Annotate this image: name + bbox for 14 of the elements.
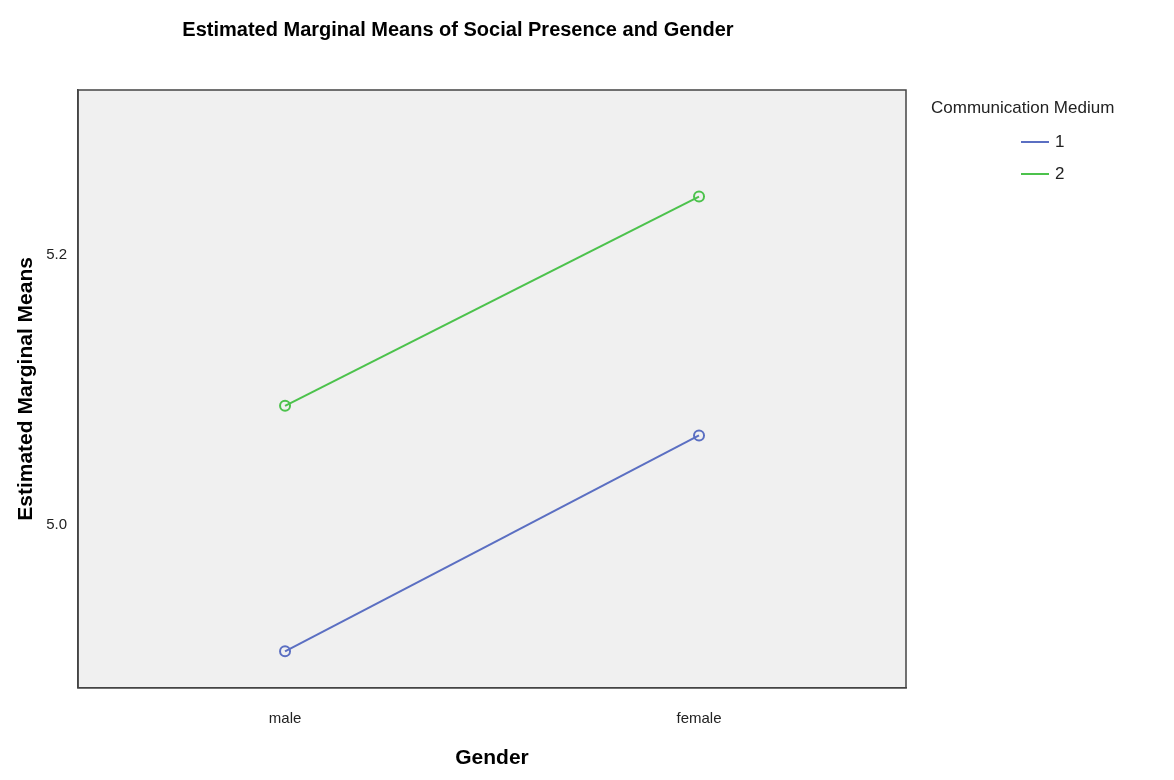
x-tick-label: male xyxy=(268,708,302,726)
x-tick-label: female xyxy=(676,708,722,726)
chart-title: Estimated Marginal Means of Social Presence and Gender xyxy=(182,17,734,40)
point xyxy=(693,429,706,442)
legend-title: Communication Medium xyxy=(931,97,1115,117)
legend-label: 1 xyxy=(1055,131,1065,151)
point xyxy=(279,399,292,412)
y-axis-title: Estimated Marginal Means xyxy=(13,257,37,521)
legend-label: 2 xyxy=(1055,163,1065,183)
y-tick-label: 5.2 xyxy=(46,244,68,262)
y-tick-label: 5.0 xyxy=(46,514,68,532)
point xyxy=(693,190,706,203)
point xyxy=(279,645,292,658)
x-axis-title: Gender xyxy=(455,745,529,769)
